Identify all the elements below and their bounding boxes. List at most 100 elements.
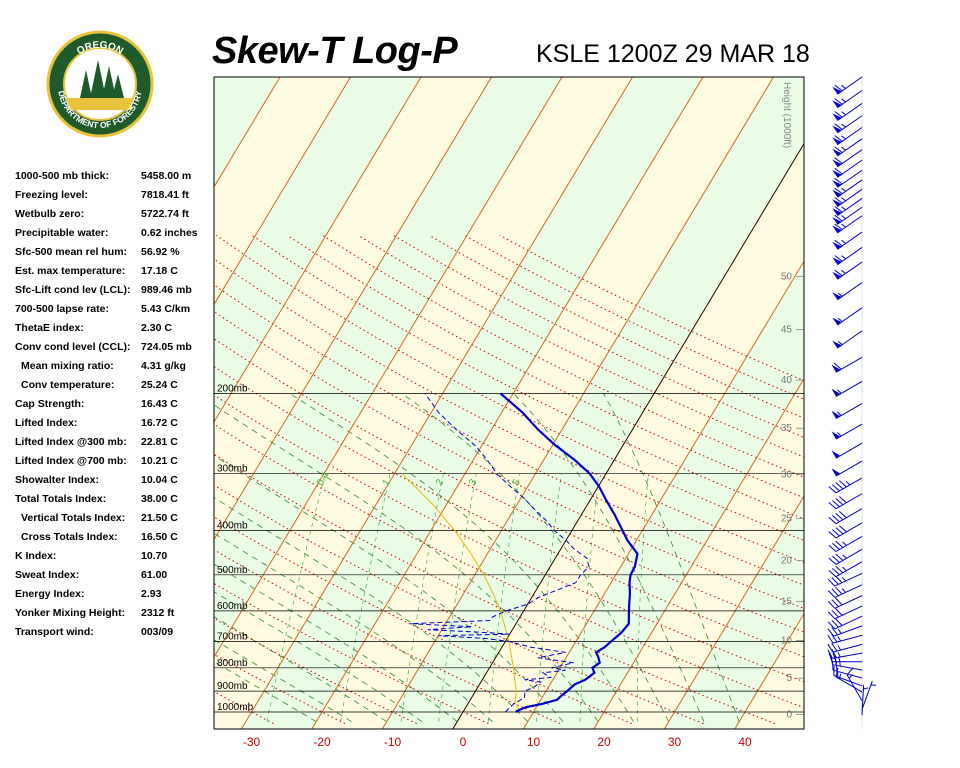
wind-barb-flag <box>832 137 842 145</box>
wind-barb-flag <box>832 113 842 121</box>
index-row: Precipitable water: 0.62 inches <box>15 225 215 244</box>
wind-barb-half <box>841 269 846 274</box>
moist-adiabat-line <box>214 639 352 723</box>
height-tick-label: 45 <box>781 324 793 335</box>
wind-barb <box>832 138 863 157</box>
isotherm-line <box>214 77 281 188</box>
wind-barb <box>832 330 863 349</box>
wind-barb-full <box>834 177 843 185</box>
wind-barb-staff <box>835 442 863 459</box>
wind-barb <box>832 102 863 122</box>
index-value: 56.92 % <box>141 246 180 258</box>
wind-barb-half <box>842 554 847 559</box>
wind-barb-full <box>835 482 844 490</box>
index-row: Lifted Index @300 mb: 22.81 C <box>15 434 215 453</box>
wind-barb-full <box>828 570 837 578</box>
wind-barb-full <box>828 544 837 552</box>
wind-barb <box>828 508 863 525</box>
index-row: Lifted Index @700 mb: 10.21 C <box>15 453 215 472</box>
wind-barb-staff <box>835 493 863 510</box>
wind-barb <box>832 231 863 250</box>
wind-barb-flag <box>831 388 841 397</box>
index-row: K Index: 10.70 <box>15 548 215 567</box>
wind-barb-half <box>837 341 843 346</box>
index-value: 2.93 <box>141 588 162 600</box>
wind-barb <box>832 159 863 178</box>
wind-barb-flag <box>832 208 842 216</box>
wind-barb-full <box>831 599 839 607</box>
isotherm-band <box>805 77 960 729</box>
isotherm-line <box>0 77 139 729</box>
isotherm-line <box>0 77 69 729</box>
wind-barb-flag <box>832 217 842 225</box>
x-tick-label: 20 <box>597 735 611 749</box>
wind-barb-full <box>838 496 847 504</box>
logo-tree-icon <box>102 66 116 98</box>
wind-barb-staff <box>835 403 863 420</box>
index-value: 16.72 C <box>141 417 178 429</box>
wind-barb-staff <box>837 159 863 178</box>
wind-barb-full <box>832 484 840 492</box>
isotherm-line <box>214 77 563 658</box>
wind-barb <box>827 605 863 620</box>
x-tick-label: 40 <box>738 735 752 749</box>
index-value: 003/09 <box>141 626 174 638</box>
isotherm-line <box>240 77 633 729</box>
wind-barb-full <box>834 206 843 213</box>
wind-barbs <box>827 76 877 729</box>
wind-barb-full <box>835 553 844 561</box>
wind-barb-staff <box>837 90 863 109</box>
wind-barb-flag <box>831 468 841 477</box>
wind-barb-full <box>835 667 839 678</box>
mixing-ratio-line <box>400 473 444 722</box>
index-label: Lifted Index @700 mb: <box>15 455 127 467</box>
mixing-ratio-line <box>579 473 600 722</box>
index-row: Sfc-Lift cond lev (LCL): 989.46 mb <box>15 282 215 301</box>
wind-barb <box>832 261 863 280</box>
wind-barb-flag <box>832 159 842 167</box>
pressure-level-label: 700mb <box>217 631 248 642</box>
wind-barb-full <box>834 135 843 142</box>
index-row: Mean mixing ratio: 4.31 g/kg <box>15 358 215 377</box>
wind-barb-staff <box>834 584 863 598</box>
wind-barb-full <box>835 608 843 616</box>
wind-barb-full <box>834 157 843 164</box>
index-label: 700-500 lapse rate: <box>15 303 109 315</box>
wind-barb <box>827 625 863 637</box>
wind-barb-full <box>834 123 843 130</box>
pressure-level-label: 900mb <box>217 681 248 692</box>
wind-barb-half <box>841 239 846 244</box>
dry-adiabat-line <box>214 394 804 683</box>
isotherm-line <box>593 377 804 729</box>
wind-barb-staff <box>837 231 863 250</box>
index-value: 16.43 C <box>141 398 178 410</box>
sounding-indices-panel: 1000-500 mb thick: 5458.00 m Freezing leve… <box>15 168 215 643</box>
index-row: Lifted Index: 16.72 C <box>15 415 215 434</box>
wind-barb-flag <box>832 317 842 325</box>
wind-barb-staff <box>832 643 863 653</box>
logo-tree-icon <box>90 60 106 98</box>
wind-barb-staff <box>861 684 865 716</box>
wind-barb-full <box>831 577 839 585</box>
height-tick-label: 10 <box>781 635 793 646</box>
index-row: Transport wind: 003/09 <box>15 624 215 643</box>
wind-barb <box>832 115 863 134</box>
wind-barb-full <box>834 255 843 262</box>
wind-barb <box>835 667 863 693</box>
wind-barb-staff <box>832 652 863 659</box>
parcel-profile-line <box>401 473 520 711</box>
wind-barb-full <box>827 643 834 653</box>
dewpoint-profile-line <box>410 393 590 713</box>
moist-adiabat-line <box>214 404 599 722</box>
isotherm-band <box>311 77 774 729</box>
wind-barb <box>831 356 863 373</box>
index-label: ThetaE index: <box>15 322 84 334</box>
wind-barb-staff <box>837 330 863 349</box>
wind-barb-full <box>827 649 833 659</box>
wind-barb-full <box>835 540 844 548</box>
index-row: 700-500 lapse rate: 5.43 C/km <box>15 301 215 320</box>
index-row: Showalter Index: 10.04 C <box>15 472 215 491</box>
wind-barb <box>832 206 863 225</box>
index-value: 5.43 C/km <box>141 303 191 315</box>
